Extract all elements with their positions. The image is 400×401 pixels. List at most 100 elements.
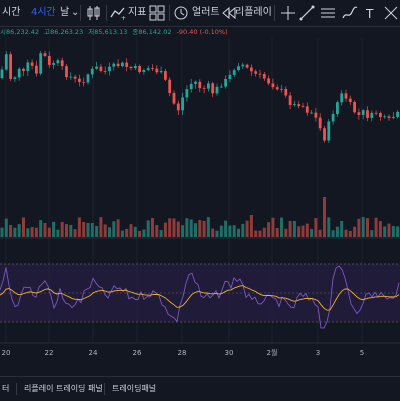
price-chart[interactable]: 20 22 24 26 28 30 2월 3 5 bbox=[0, 38, 400, 376]
candle-body bbox=[112, 63, 116, 67]
volume-bar bbox=[335, 226, 339, 237]
candles-icon[interactable] bbox=[84, 3, 104, 23]
candle-body bbox=[361, 110, 365, 115]
candle-body bbox=[280, 88, 283, 90]
candle-body bbox=[284, 88, 288, 96]
candle-body bbox=[121, 62, 124, 67]
candle-body bbox=[90, 68, 94, 75]
interval-1d[interactable]: 날 bbox=[60, 7, 70, 18]
candle-body bbox=[142, 70, 146, 72]
volume-bar bbox=[26, 228, 30, 237]
candle-body bbox=[327, 121, 331, 141]
brush-icon[interactable] bbox=[340, 3, 360, 23]
volume-bar bbox=[90, 223, 94, 237]
volume-bar bbox=[30, 227, 34, 237]
volume-bar bbox=[133, 226, 137, 237]
volume-bar bbox=[224, 220, 228, 237]
time-axis-label: 3 bbox=[316, 349, 320, 357]
candle-body bbox=[366, 110, 369, 118]
volume-bar bbox=[202, 220, 206, 237]
volume-bar bbox=[95, 225, 99, 237]
candle-body bbox=[47, 55, 51, 65]
candle-body bbox=[189, 83, 193, 90]
replay-icon[interactable] bbox=[219, 3, 239, 23]
candle-body bbox=[331, 114, 335, 122]
volume-bar bbox=[34, 227, 38, 237]
chevron-down-icon[interactable]: ⌄ bbox=[71, 7, 80, 18]
volume-bar bbox=[43, 223, 47, 237]
volume-bar bbox=[185, 218, 189, 237]
volume-bar bbox=[331, 230, 335, 237]
candle-body bbox=[159, 71, 163, 73]
volume-bar bbox=[262, 227, 266, 237]
candle-body bbox=[26, 62, 30, 72]
candle-body bbox=[30, 62, 34, 66]
volume-bar bbox=[378, 221, 382, 237]
candle-body bbox=[379, 113, 382, 118]
interval-4h[interactable]: 4시간 bbox=[31, 7, 56, 18]
candle-body bbox=[215, 86, 219, 94]
tab-partial[interactable]: 터 bbox=[2, 384, 10, 393]
volume-bar bbox=[284, 228, 288, 237]
time-axis-label: 2월 bbox=[267, 348, 278, 357]
cursor-icon[interactable] bbox=[278, 3, 298, 23]
volume-bar bbox=[232, 225, 236, 237]
volume-bar bbox=[168, 218, 172, 237]
candle-body bbox=[43, 53, 47, 56]
text-icon[interactable]: T bbox=[361, 3, 381, 23]
volume-bar bbox=[116, 219, 120, 237]
indicators-icon[interactable]: + bbox=[108, 3, 128, 23]
volume-bar bbox=[327, 217, 331, 237]
candle-body bbox=[146, 68, 150, 71]
volume-bar bbox=[361, 217, 365, 237]
measure-icon[interactable] bbox=[381, 3, 400, 23]
volume-bar bbox=[86, 223, 90, 237]
volume-bar bbox=[120, 230, 124, 237]
candle-body bbox=[86, 74, 90, 83]
rsi-line bbox=[0, 265, 400, 329]
alert-label[interactable]: 얼러트 bbox=[192, 7, 220, 18]
candle-body bbox=[39, 53, 43, 74]
candle-body bbox=[65, 66, 68, 78]
candle-body bbox=[9, 54, 12, 79]
candle-body bbox=[241, 64, 245, 67]
volume-bar bbox=[211, 228, 215, 237]
volume-bar bbox=[189, 219, 193, 237]
volume-bar bbox=[9, 225, 13, 237]
candle-body bbox=[391, 116, 395, 118]
volume-bar bbox=[181, 225, 185, 237]
candle-body bbox=[103, 71, 107, 72]
candle-body bbox=[194, 81, 197, 84]
volume-bar bbox=[77, 217, 81, 237]
candle-body bbox=[52, 63, 55, 65]
volume-bar bbox=[245, 220, 249, 237]
volume-bar bbox=[297, 226, 301, 237]
volume-bar bbox=[249, 215, 253, 237]
indicators-label[interactable]: 지표 bbox=[128, 7, 147, 18]
volume-bar bbox=[280, 217, 283, 237]
volume-bar bbox=[357, 218, 361, 237]
time-axis-label: 20 bbox=[2, 349, 11, 357]
rsi-ma-line bbox=[0, 285, 400, 311]
layout-icon[interactable] bbox=[147, 3, 167, 23]
volume-bar bbox=[146, 220, 150, 237]
horizontal-lines-icon[interactable] bbox=[318, 3, 338, 23]
tab-replay-trading-panel[interactable]: 리플레이 트레이딩 패널 bbox=[24, 384, 103, 393]
trend-line-icon[interactable] bbox=[297, 3, 317, 23]
volume-bar bbox=[301, 225, 305, 237]
alert-clock-icon[interactable] bbox=[171, 3, 191, 23]
volume-bar bbox=[103, 224, 107, 237]
replay-label[interactable]: 리플레이 bbox=[235, 7, 272, 18]
volume-bar bbox=[82, 222, 86, 237]
candle-body bbox=[340, 93, 344, 103]
candle-body bbox=[22, 68, 25, 72]
time-axis-label: 30 bbox=[225, 349, 234, 357]
candle-body bbox=[69, 76, 73, 78]
volume-bar bbox=[0, 227, 4, 237]
volume-bar bbox=[163, 222, 167, 237]
volume-bar bbox=[17, 224, 21, 237]
candle-body bbox=[181, 97, 184, 111]
interval-1h[interactable]: 시간 bbox=[2, 7, 21, 18]
tab-trading-panel[interactable]: 트레이딩패널 bbox=[112, 384, 157, 393]
volume-bar bbox=[39, 220, 43, 237]
